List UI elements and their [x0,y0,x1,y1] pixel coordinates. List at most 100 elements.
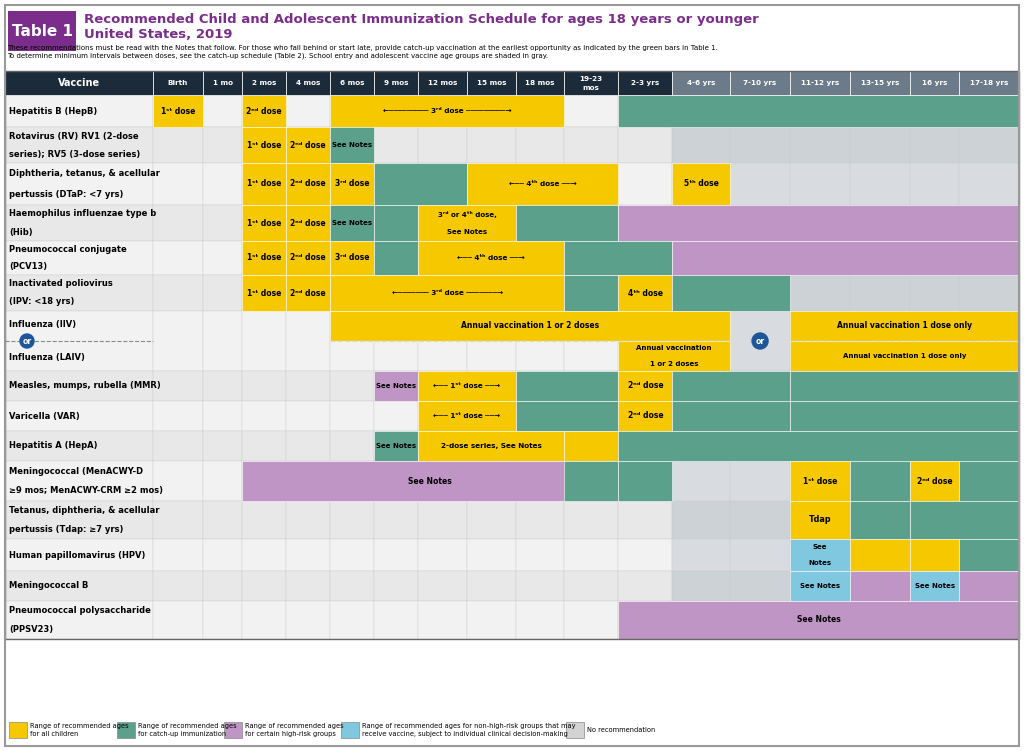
Bar [467,571,516,601]
Text: receive vaccine, subject to individual clinical decision-making: receive vaccine, subject to individual c… [361,731,567,737]
Bar [673,275,730,311]
Bar [331,95,375,127]
Text: Annual vaccination 1 or 2 doses: Annual vaccination 1 or 2 doses [461,321,599,330]
Bar [5,401,153,431]
Bar [618,311,673,371]
Bar [153,601,203,639]
Bar [419,431,467,461]
Bar [242,127,287,163]
Bar [910,571,958,601]
Bar [242,205,287,241]
Bar [5,95,153,127]
Bar [153,431,203,461]
Bar [203,275,242,311]
Bar [910,163,958,205]
Bar [331,163,375,205]
Bar [958,461,1019,501]
Bar [673,371,791,401]
Bar [850,127,910,163]
Bar [467,205,516,241]
Text: 4 mos: 4 mos [296,80,321,86]
Bar [618,539,673,571]
Bar [564,71,618,95]
Bar [850,601,910,639]
Bar [153,163,203,205]
Bar [203,241,242,275]
Bar [618,601,1019,639]
Bar [673,401,791,431]
Bar [618,501,673,539]
Text: 11-12 yrs: 11-12 yrs [801,80,840,86]
Bar [516,71,564,95]
Bar [673,275,791,311]
Bar [910,461,958,501]
Bar [153,311,203,371]
Bar [673,401,730,431]
Bar [419,163,467,205]
Bar [618,127,673,163]
Bar [958,539,1019,571]
Bar [730,71,791,95]
Bar [5,601,153,639]
Text: 2ⁿᵈ dose: 2ⁿᵈ dose [291,254,326,263]
Bar [850,539,910,571]
Bar [5,71,153,95]
Bar [564,461,618,501]
Bar [910,601,958,639]
Bar [287,601,331,639]
Bar [331,127,375,163]
Bar [419,371,467,401]
Bar [467,539,516,571]
Bar [516,205,564,241]
Bar [153,571,203,601]
Text: See Notes: See Notes [332,142,373,148]
Bar [375,241,419,275]
Bar [419,461,467,501]
Bar [203,501,242,539]
Bar [242,95,287,127]
Text: or: or [756,336,765,345]
Bar [564,431,618,461]
Bar [730,163,791,205]
Bar [516,571,564,601]
Text: (Hib): (Hib) [9,228,33,237]
Text: See Notes: See Notes [800,583,841,589]
Bar [375,431,419,461]
Text: 2ⁿᵈ dose: 2ⁿᵈ dose [291,179,326,189]
Bar [618,95,1019,127]
Bar [673,431,730,461]
Bar [673,241,730,275]
Bar [791,401,1019,431]
Bar [850,275,910,311]
Text: 3ʳᵈ dose: 3ʳᵈ dose [335,254,370,263]
Bar [910,205,958,241]
Text: 3ʳᵈ or 4ᵗʰ dose,: 3ʳᵈ or 4ᵗʰ dose, [437,210,497,218]
Bar [203,371,242,401]
Bar [331,241,375,275]
Bar [564,431,618,461]
Text: 13-15 yrs: 13-15 yrs [861,80,899,86]
Text: See Notes: See Notes [914,583,954,589]
Bar [242,163,287,205]
Text: Notes: Notes [809,560,831,566]
Bar [958,311,1019,371]
Bar [958,401,1019,431]
Bar [331,461,375,501]
Bar [467,163,516,205]
Bar [242,241,287,275]
Bar [850,371,910,401]
Text: pertussis (Tdap: ≥7 yrs): pertussis (Tdap: ≥7 yrs) [9,525,123,534]
Bar [287,311,331,371]
Bar [203,71,242,95]
Bar [516,241,564,275]
Bar [375,311,419,371]
Bar [331,571,375,601]
Bar [419,311,467,371]
Text: 9 mos: 9 mos [384,80,409,86]
Bar [791,311,1019,341]
Text: 1ˢᵗ dose: 1ˢᵗ dose [161,107,196,116]
Bar [730,401,791,431]
Text: for all children: for all children [30,731,78,737]
Bar [910,501,958,539]
Text: ←───────── 3ʳᵈ dose ─────────→: ←───────── 3ʳᵈ dose ─────────→ [383,108,512,114]
